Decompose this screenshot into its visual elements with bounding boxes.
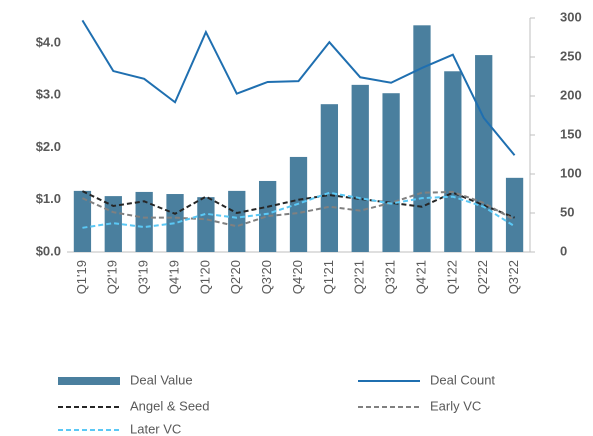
- y-tick-label: $0.0: [36, 243, 61, 258]
- x-tick-label: Q1'22: [444, 260, 459, 294]
- bar: [135, 191, 153, 252]
- y-tick-label: $3.0: [36, 87, 61, 102]
- x-tick-label: Q2'21: [352, 260, 367, 294]
- bar: [413, 25, 431, 252]
- bar: [475, 55, 493, 252]
- bar: [104, 196, 122, 252]
- x-tick-label: Q2'19: [105, 260, 120, 294]
- bar: [382, 93, 400, 252]
- line-series: [82, 190, 516, 228]
- y2-tick-label: 250: [560, 48, 582, 63]
- bar: [228, 190, 246, 252]
- bar: [258, 180, 277, 252]
- x-tick-label: Q3'21: [383, 260, 398, 294]
- y2-tick-label: 0: [560, 243, 567, 258]
- y2-tick-label: 50: [560, 204, 574, 219]
- bar: [351, 84, 369, 252]
- y2-tick-label: 100: [560, 165, 582, 180]
- x-tick-label: Q4'21: [413, 260, 428, 294]
- x-tick-label: Q3'22: [506, 260, 521, 294]
- bar: [320, 104, 339, 252]
- x-tick-label: Q1'21: [321, 260, 336, 294]
- y-tick-label: $2.0: [36, 139, 61, 154]
- y-tick-label: $1.0: [36, 191, 61, 206]
- x-tick-label: Q3'20: [259, 260, 274, 294]
- y-tick-label: $4.0: [36, 35, 61, 50]
- x-tick-label: Q2'22: [475, 260, 490, 294]
- legend-label: Angel & Seed: [130, 398, 210, 413]
- legend-swatch: [58, 377, 120, 385]
- x-tick-label: Q4'20: [290, 260, 305, 294]
- x-tick-label: Q4'19: [166, 260, 181, 294]
- y2-tick-label: 200: [560, 87, 582, 102]
- bar: [444, 71, 462, 252]
- bar: [197, 197, 215, 252]
- legend-label: Early VC: [430, 398, 481, 413]
- line-series: [82, 191, 516, 229]
- line-series: [82, 190, 515, 219]
- y2-tick-label: 300: [560, 9, 582, 24]
- bar: [73, 190, 92, 252]
- legend-label: Deal Count: [430, 372, 495, 387]
- x-tick-label: Q2'20: [228, 260, 243, 294]
- line-series: [81, 19, 516, 156]
- bar: [505, 177, 524, 252]
- legend-label: Deal Value: [130, 372, 193, 387]
- legend-label: Later VC: [130, 421, 181, 436]
- x-tick-label: Q1'20: [197, 260, 212, 294]
- bar: [166, 194, 184, 252]
- x-tick-label: Q3'19: [136, 260, 151, 294]
- x-tick-label: Q1'19: [74, 260, 89, 294]
- y2-tick-label: 150: [560, 126, 582, 141]
